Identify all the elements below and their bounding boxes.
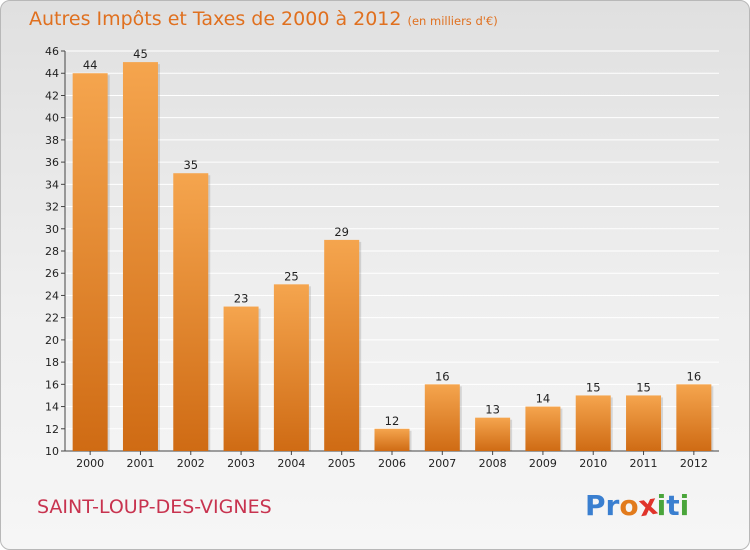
bar-value-label: 16 xyxy=(687,369,702,383)
y-tick-label: 38 xyxy=(45,134,59,147)
y-tick-label: 12 xyxy=(45,423,59,436)
y-tick-label: 20 xyxy=(45,334,59,347)
bar-value-label: 29 xyxy=(334,225,349,239)
y-tick-label: 10 xyxy=(45,445,59,458)
bar xyxy=(223,306,259,451)
x-tick-label: 2002 xyxy=(177,457,205,470)
bar-value-label: 45 xyxy=(133,47,148,61)
bar xyxy=(374,428,410,451)
bar xyxy=(173,173,209,451)
chart-unit: (en milliers d'€) xyxy=(407,14,498,28)
x-tick-label: 2011 xyxy=(630,457,658,470)
y-tick-label: 28 xyxy=(45,245,59,258)
x-tick-label: 2008 xyxy=(479,457,507,470)
bar-value-label: 15 xyxy=(636,380,651,394)
brand-logo-letter: o xyxy=(619,489,639,522)
bar xyxy=(575,395,611,451)
x-tick-label: 2000 xyxy=(76,457,104,470)
bar xyxy=(424,384,460,451)
bar-value-label: 13 xyxy=(485,403,500,417)
bar xyxy=(525,406,561,451)
brand-logo: Proxiti xyxy=(585,488,690,524)
x-tick-label: 2007 xyxy=(428,457,456,470)
y-tick-label: 32 xyxy=(45,201,59,214)
bar xyxy=(324,239,360,451)
bar-value-label: 16 xyxy=(435,369,450,383)
bar xyxy=(626,395,662,451)
bar-value-label: 12 xyxy=(385,414,400,428)
brand-logo-letter: r xyxy=(605,489,620,522)
y-tick-label: 16 xyxy=(45,378,59,391)
y-tick-label: 36 xyxy=(45,156,59,169)
bar-value-label: 35 xyxy=(183,158,198,172)
x-tick-label: 2006 xyxy=(378,457,406,470)
y-tick-label: 14 xyxy=(45,401,59,414)
x-tick-label: 2010 xyxy=(579,457,607,470)
bar xyxy=(676,384,712,451)
bar xyxy=(475,417,511,451)
bar-value-label: 14 xyxy=(536,392,551,406)
y-tick-label: 46 xyxy=(45,45,59,58)
y-tick-label: 42 xyxy=(45,89,59,102)
y-tick-label: 22 xyxy=(45,312,59,325)
chart-title-text: Autres Impôts et Taxes de 2000 à 2012 xyxy=(29,8,402,30)
y-tick-label: 34 xyxy=(45,178,59,191)
chart-title: Autres Impôts et Taxes de 2000 à 2012 (en… xyxy=(29,8,498,30)
x-tick-label: 2005 xyxy=(328,457,356,470)
x-tick-label: 2012 xyxy=(680,457,708,470)
bar-value-label: 25 xyxy=(284,269,299,283)
x-tick-label: 2004 xyxy=(277,457,305,470)
bar xyxy=(273,284,309,451)
y-tick-label: 40 xyxy=(45,112,59,125)
commune-name: SAINT-LOUP-DES-VIGNES xyxy=(37,496,272,518)
bar-value-label: 15 xyxy=(586,380,601,394)
y-tick-label: 18 xyxy=(45,356,59,369)
bar xyxy=(72,73,108,451)
x-tick-label: 2001 xyxy=(126,457,154,470)
bar xyxy=(122,62,158,451)
x-tick-label: 2009 xyxy=(529,457,557,470)
brand-logo-letter: t xyxy=(666,489,680,522)
bar-value-label: 23 xyxy=(234,292,249,306)
brand-logo-letter: i xyxy=(656,489,667,522)
brand-logo-letter: i xyxy=(679,489,690,522)
y-tick-label: 26 xyxy=(45,267,59,280)
brand-logo-letter: P xyxy=(585,489,606,522)
y-tick-label: 24 xyxy=(45,289,59,302)
y-tick-label: 30 xyxy=(45,223,59,236)
y-tick-label: 44 xyxy=(45,67,59,80)
bar-value-label: 44 xyxy=(83,58,98,72)
x-tick-label: 2003 xyxy=(227,457,255,470)
